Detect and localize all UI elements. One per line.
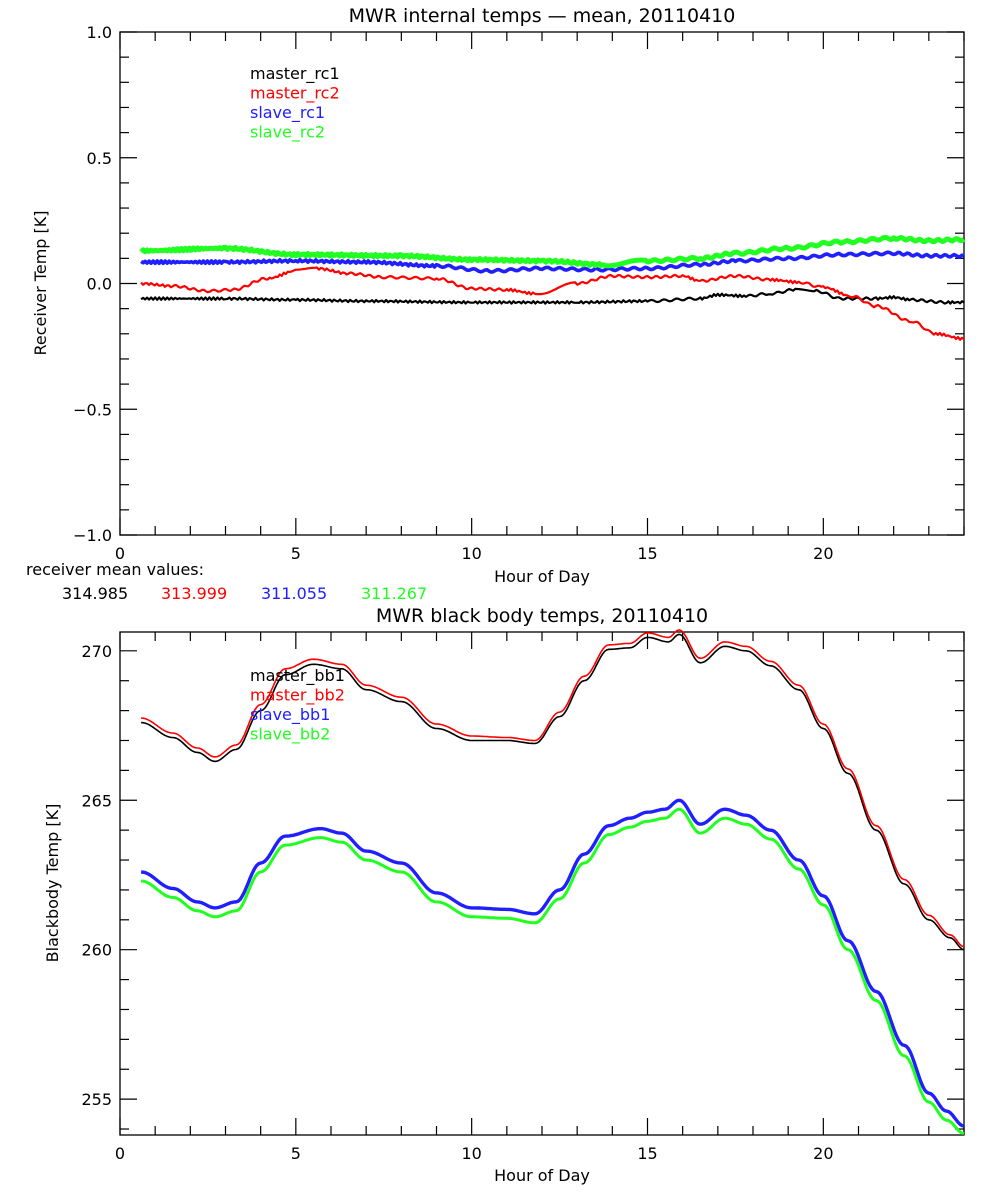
receiver-mean-value: 311.267 bbox=[361, 584, 427, 603]
receiver-mean-label: receiver mean values: bbox=[26, 560, 204, 579]
series-line-slave-rc1 bbox=[140, 250, 965, 274]
receiver-mean-value: 314.985 bbox=[62, 584, 128, 603]
top-chart-receiver-temps: MWR internal temps — mean, 20110410 0 5 10… bbox=[26, 5, 966, 603]
legend-entry-slave-bb1: slave_bb1 bbox=[250, 705, 330, 725]
legend-entry-slave-bb2: slave_bb2 bbox=[250, 725, 330, 745]
y-tick-label: −1.0 bbox=[73, 526, 112, 545]
legend-entry-master-bb2: master_bb2 bbox=[250, 686, 345, 706]
receiver-mean-value: 311.055 bbox=[261, 584, 327, 603]
series-line-slave-bb1 bbox=[140, 798, 965, 1128]
legend-entry-master-bb1: master_bb1 bbox=[250, 666, 345, 686]
x-tick-label: 20 bbox=[813, 1144, 833, 1163]
plot-frame bbox=[119, 31, 965, 536]
y-tick-label: 260 bbox=[81, 941, 112, 960]
x-tick-label: 15 bbox=[637, 544, 657, 563]
y-tick-label: 1.0 bbox=[87, 23, 112, 42]
y-tick-label: 270 bbox=[81, 642, 112, 661]
x-tick-label: 15 bbox=[637, 1144, 657, 1163]
y-tick-label: 255 bbox=[81, 1090, 112, 1109]
x-tick-label: 5 bbox=[291, 1144, 301, 1163]
bottom-chart-xlabel: Hour of Day bbox=[494, 1166, 590, 1185]
bottom-chart-series bbox=[140, 629, 965, 1135]
top-chart-title: MWR internal temps — mean, 20110410 bbox=[349, 5, 736, 27]
series-line-master-rc2 bbox=[140, 266, 965, 341]
y-tick-label: 0.0 bbox=[87, 275, 112, 294]
x-tick-label: 10 bbox=[461, 1144, 481, 1163]
series-line-master-bb2 bbox=[141, 629, 965, 948]
series-line-master-rc1 bbox=[140, 287, 965, 305]
series-line-slave-rc2 bbox=[139, 234, 966, 269]
receiver-mean-values: 314.985 313.999 311.055 311.267 bbox=[62, 584, 427, 603]
bottom-chart-axes: 0 5 10 15 20 255 260 265 270 bbox=[81, 631, 965, 1163]
legend-entry-master-rc2: master_rc2 bbox=[250, 84, 340, 104]
bottom-chart-blackbody-temps: MWR black body temps, 20110410 0 5 10 15 20 2… bbox=[43, 605, 965, 1185]
y-tick-label: −0.5 bbox=[73, 400, 112, 419]
legend-entry-master-rc1: master_rc1 bbox=[250, 64, 340, 84]
y-tick-label: 265 bbox=[81, 791, 112, 810]
bottom-chart-ylabel: Blackbody Temp [K] bbox=[43, 804, 62, 963]
x-tick-label: 0 bbox=[115, 1144, 125, 1163]
bottom-chart-title: MWR black body temps, 20110410 bbox=[376, 605, 708, 627]
legend-entry-slave-rc1: slave_rc1 bbox=[250, 103, 325, 123]
x-tick-label: 10 bbox=[461, 544, 481, 563]
receiver-mean-value: 313.999 bbox=[161, 584, 227, 603]
y-tick-label: 0.5 bbox=[87, 149, 112, 168]
series-line-slave-bb2 bbox=[141, 807, 965, 1135]
x-tick-label: 5 bbox=[291, 544, 301, 563]
x-tick-label: 0 bbox=[115, 544, 125, 563]
x-tick-label: 20 bbox=[813, 544, 833, 563]
top-chart-xlabel: Hour of Day bbox=[494, 567, 590, 586]
top-chart-axes: 0 5 10 15 20 −1.0 −0.5 0.0 0.5 1.0 bbox=[73, 23, 965, 563]
legend-entry-slave-rc2: slave_rc2 bbox=[250, 123, 325, 143]
series-line-master-bb1 bbox=[141, 633, 965, 951]
top-chart-series bbox=[139, 234, 966, 341]
top-chart-ylabel: Receiver Temp [K] bbox=[31, 210, 50, 355]
